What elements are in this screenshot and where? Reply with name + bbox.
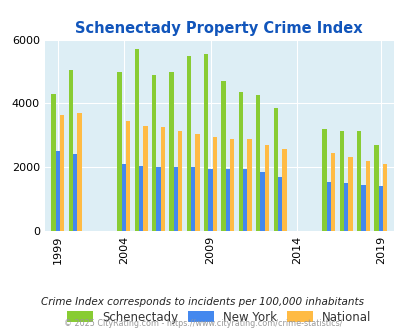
Bar <box>204 54 208 231</box>
Bar <box>378 186 382 231</box>
Bar <box>260 172 264 231</box>
Bar <box>326 182 330 231</box>
Bar <box>330 153 335 231</box>
Bar <box>156 167 160 231</box>
Bar <box>230 139 234 231</box>
Bar <box>264 145 269 231</box>
Legend: Schenectady, New York, National: Schenectady, New York, National <box>62 306 375 328</box>
Bar <box>212 137 217 231</box>
Bar <box>195 134 199 231</box>
Bar <box>208 169 212 231</box>
Bar <box>347 157 352 231</box>
Bar <box>225 169 230 231</box>
Bar <box>143 126 147 231</box>
Bar <box>169 72 173 231</box>
Bar <box>382 164 386 231</box>
Bar <box>221 81 225 231</box>
Bar <box>356 131 360 231</box>
Bar <box>364 161 369 231</box>
Bar <box>243 169 247 231</box>
Bar <box>190 167 195 231</box>
Bar <box>151 75 156 231</box>
Bar <box>177 131 182 231</box>
Bar <box>126 121 130 231</box>
Bar <box>281 149 286 231</box>
Bar <box>173 167 177 231</box>
Bar <box>134 49 139 231</box>
Bar <box>186 55 190 231</box>
Bar <box>322 129 326 231</box>
Bar <box>373 145 378 231</box>
Bar <box>256 95 260 231</box>
Bar <box>339 131 343 231</box>
Bar <box>73 154 77 231</box>
Text: © 2025 CityRating.com - https://www.cityrating.com/crime-statistics/: © 2025 CityRating.com - https://www.city… <box>64 319 341 328</box>
Bar <box>60 115 64 231</box>
Bar <box>77 113 81 231</box>
Bar <box>343 183 347 231</box>
Bar <box>68 70 73 231</box>
Bar <box>51 94 55 231</box>
Bar <box>238 92 243 231</box>
Bar <box>117 72 121 231</box>
Bar <box>277 177 281 231</box>
Title: Schenectady Property Crime Index: Schenectady Property Crime Index <box>75 21 362 36</box>
Bar <box>360 185 364 231</box>
Text: Crime Index corresponds to incidents per 100,000 inhabitants: Crime Index corresponds to incidents per… <box>41 297 364 307</box>
Bar <box>55 151 60 231</box>
Bar <box>121 164 126 231</box>
Bar <box>247 140 251 231</box>
Bar <box>160 127 164 231</box>
Bar <box>139 166 143 231</box>
Bar <box>273 108 277 231</box>
